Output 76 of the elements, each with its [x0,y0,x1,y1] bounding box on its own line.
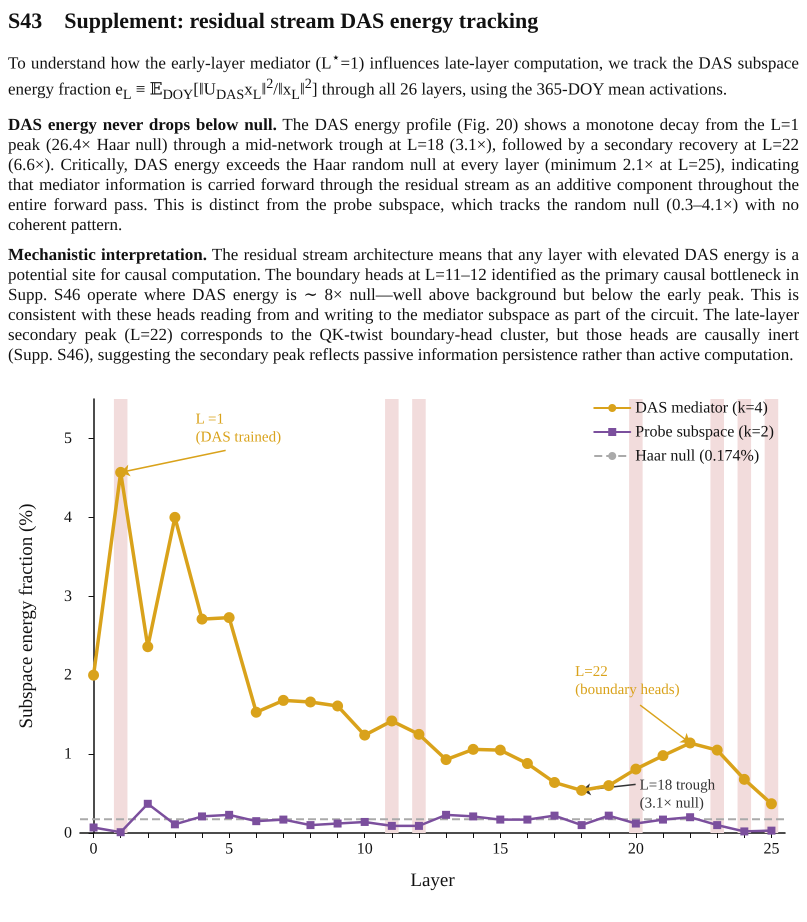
x-tick-label: 0 [90,840,98,858]
point [304,696,316,708]
point [713,820,722,829]
x-tick-label: 20 [628,840,644,858]
point [468,744,479,755]
point [657,750,668,761]
point [496,815,504,824]
point [578,820,586,829]
point [198,812,206,820]
point [767,826,776,834]
point [576,784,588,796]
point [144,800,152,808]
text: To understand how the early-layer mediator (L$^{⋆}$=1) influences late-layer computation, we track the DAS subspace energy fraction e$_{L}$ ≡ 𝔼$_{DOY}$[‖U$_{DAS}$x$_{L}$‖$^{2}$/‖x$_{L}$‖$^{2}$] through all 26 layers, using the 365-DOY mean activations. [8,50,799,103]
point [550,811,559,820]
point [442,810,450,819]
point [359,729,370,740]
x-tick-label: 10 [356,840,373,858]
y-tick-label: 5 [64,430,72,447]
point [334,819,342,828]
point [388,822,396,830]
point [603,780,614,791]
x-tick-label: 25 [763,840,780,858]
y-tick-label: 0 [64,824,72,842]
point [252,816,260,825]
point [740,827,748,836]
point [686,812,694,821]
point [494,744,506,756]
point [196,613,208,624]
point [414,822,423,830]
point [250,706,262,718]
y-tick-label: 3 [64,587,72,604]
point [604,811,613,820]
x-tick-label: 15 [492,840,508,858]
point [88,669,100,680]
chart-title: S43 Supplement: residual stream DAS energy tracking [8,8,540,34]
legend-label: Haar null (0.174%) [635,447,760,464]
point [712,744,723,756]
point [116,828,125,836]
legend-label: Probe subspace (k=2) [635,423,774,440]
point [332,700,344,712]
annotation: L=18 trough (3.1× null) [640,777,716,812]
point [225,810,234,819]
point [469,812,478,820]
text: DAS energy never drops below null. The DAS energy profile (Fig. 20) shows a monotone decay from the L=1 peak (26.4× Haar null) through a mid-network trough at L=18 (3.1×), followed by a secondary recovery at L=22 (6.6×). Critically, DAS energy exceeds the Haar random null at every layer (minimum 2.1× at L=25), indicating that mediator information is carried forward through the residual stream as an additive component throughout the entire forward pass. This is distinct from the probe subspace, which tracks the random null (0.3–4.1×) with no coherent pattern. [8,114,799,234]
point [115,466,126,478]
point [360,818,369,826]
point [684,737,696,748]
text: Mechanistic interpretation. The residual stream architecture means that any layer with elevated DAS energy is a potential site for causal computation. The boundary heads at L=11–12 identified as the primary causal bottleneck in Supp. S46 operate where DAS energy is ∼ 8× null—well above background but below the early peak. This is consistent with these heads reading from and writing to the mediator subspace as part of the circuit. The late-layer secondary peak (L=22) corresponds to the QK-twist boundary-head cluster, but those heads are causally inert (Supp. S46), suggesting the secondary peak reflects passive information persistence rather than active computation. [8,244,799,364]
x-tick-label: 5 [225,840,234,858]
y-axis-title: Subspace energy fraction (%) [16,503,37,728]
y-tick-label: 1 [64,745,72,762]
point [90,823,98,832]
point [632,819,640,828]
point [440,754,452,765]
x-axis-title: Layer [410,870,456,891]
legend-label: DAS mediator (k=4) [635,399,768,416]
point [169,512,180,523]
annotation: L=22 (boundary heads) [575,664,680,698]
point [306,820,314,829]
point [630,763,642,774]
point [658,815,667,824]
point [766,798,777,810]
y-tick-label: 4 [64,508,72,526]
point [523,815,532,824]
point [142,640,154,652]
point [413,728,424,740]
point [386,715,398,726]
y-tick-label: 2 [64,666,72,684]
point [224,612,235,623]
point [522,758,533,769]
point [279,815,288,824]
annotation: L =1 (DAS trained) [196,411,282,446]
point [278,694,289,706]
point [738,774,750,785]
point [170,820,179,828]
point [549,776,560,788]
